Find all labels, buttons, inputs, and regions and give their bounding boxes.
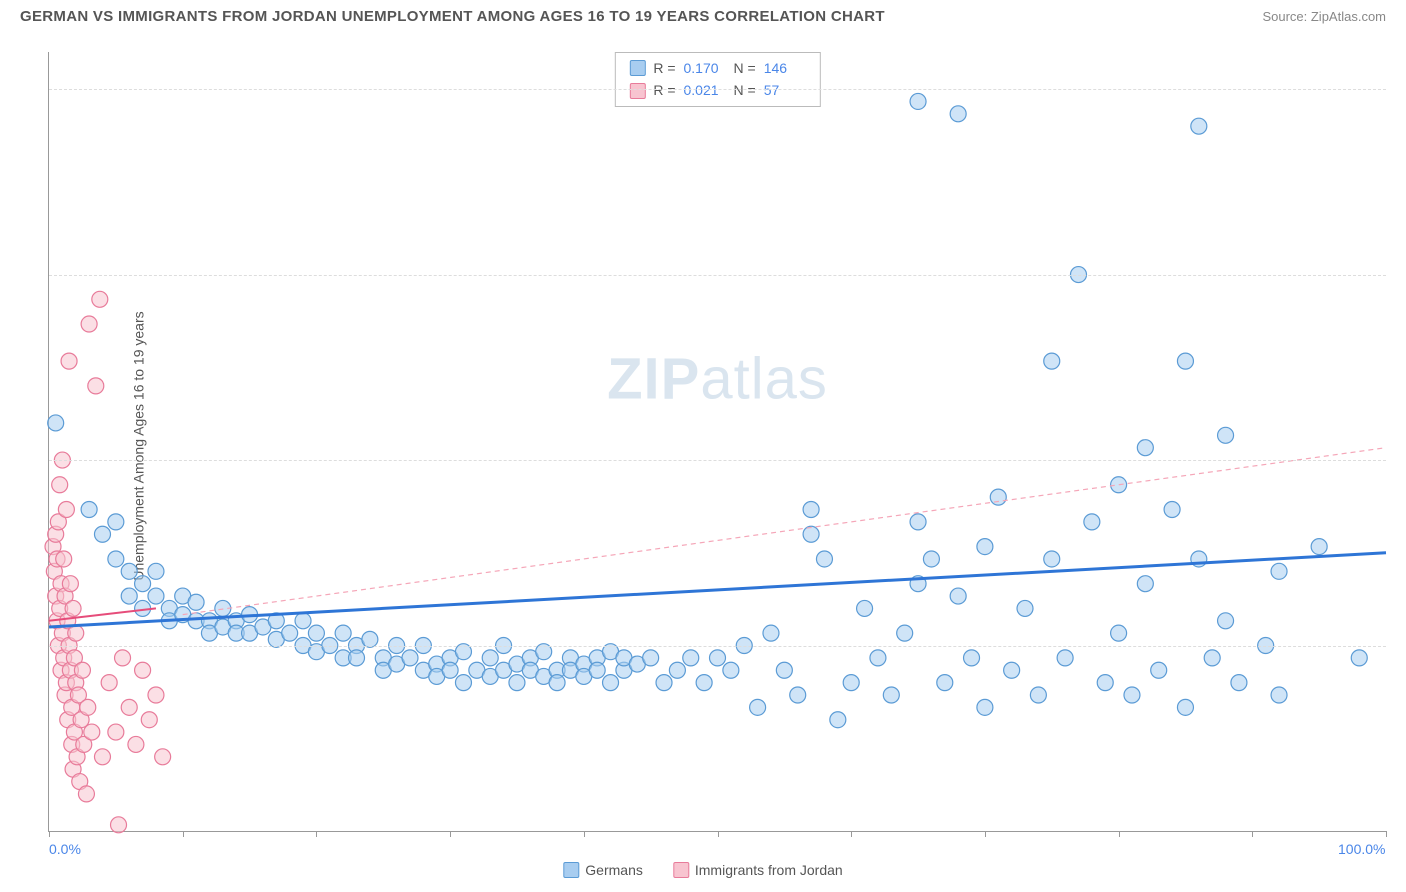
r-value-germans: 0.170 xyxy=(684,57,726,79)
x-tick-label: 0.0% xyxy=(49,841,81,857)
legend-swatch-germans xyxy=(563,862,579,878)
legend-item-germans: Germans xyxy=(563,862,643,878)
stats-legend-box: R = 0.170 N = 146 R = 0.021 N = 57 xyxy=(614,52,820,107)
bottom-legend: Germans Immigrants from Jordan xyxy=(563,862,842,878)
r-value-jordan: 0.021 xyxy=(684,79,726,101)
stats-row-germans: R = 0.170 N = 146 xyxy=(629,57,805,79)
chart-plot-area: ZIPatlas R = 0.170 N = 146 R = 0.021 N =… xyxy=(48,52,1386,832)
n-label: N = xyxy=(734,79,756,101)
n-label: N = xyxy=(734,57,756,79)
legend-item-jordan: Immigrants from Jordan xyxy=(673,862,843,878)
scatter-svg xyxy=(49,52,1386,831)
legend-swatch-jordan xyxy=(673,862,689,878)
x-tick-label: 100.0% xyxy=(1338,841,1385,857)
chart-title: GERMAN VS IMMIGRANTS FROM JORDAN UNEMPLO… xyxy=(20,8,885,25)
legend-label-germans: Germans xyxy=(585,862,643,878)
swatch-jordan xyxy=(629,83,645,99)
r-label: R = xyxy=(653,57,675,79)
n-value-germans: 146 xyxy=(764,57,806,79)
r-label: R = xyxy=(653,79,675,101)
swatch-germans xyxy=(629,60,645,76)
n-value-jordan: 57 xyxy=(764,79,806,101)
legend-label-jordan: Immigrants from Jordan xyxy=(695,862,843,878)
stats-row-jordan: R = 0.021 N = 57 xyxy=(629,79,805,101)
source-attribution: Source: ZipAtlas.com xyxy=(1262,9,1386,24)
